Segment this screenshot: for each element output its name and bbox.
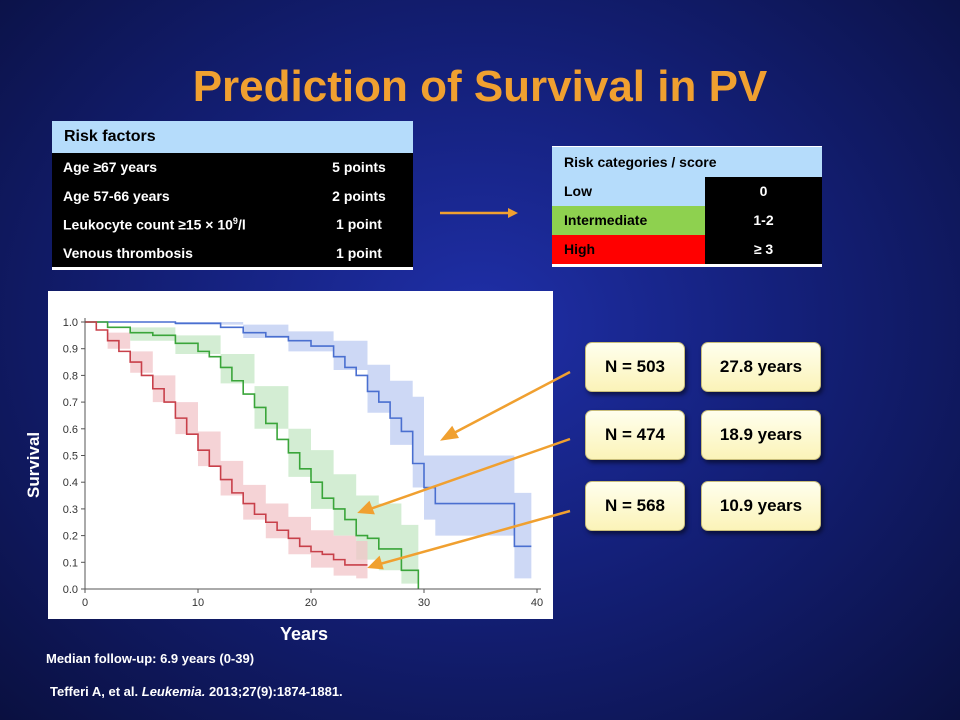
n-box-low: N = 503 bbox=[585, 342, 685, 392]
years-box-intermediate: 18.9 years bbox=[701, 410, 821, 460]
years-box-high: 10.9 years bbox=[701, 481, 821, 531]
y-axis-label-wrap: Survival bbox=[24, 432, 90, 518]
risk-factor-row: Age 57-66 years 2 points bbox=[52, 182, 413, 211]
confidence-band-2 bbox=[85, 322, 368, 579]
risk-categories-table: Risk categories / score Low 0 Intermedia… bbox=[552, 146, 822, 267]
y-axis-label: Survival bbox=[24, 431, 43, 498]
confidence-band-1 bbox=[85, 322, 419, 589]
y-tick-label: 0.2 bbox=[63, 531, 78, 543]
x-tick-label: 30 bbox=[418, 597, 430, 609]
risk-factor-row: Age ≥67 years 5 points bbox=[52, 153, 413, 182]
y-tick-label: 0.3 bbox=[63, 504, 78, 516]
risk-category-score: 1-2 bbox=[705, 206, 822, 235]
n-box-intermediate: N = 474 bbox=[585, 410, 685, 460]
risk-category-row: Intermediate 1-2 bbox=[552, 206, 822, 235]
survival-chart: 0.0 0.1 0.2 0.3 0.4 0.5 0.6 0.7 0.8 0.9 1.0 0 10 20 30… bbox=[48, 291, 553, 619]
risk-category-score: 0 bbox=[705, 177, 822, 206]
y-tick-label: 0.1 bbox=[63, 557, 78, 569]
risk-factor-row: Venous thrombosis 1 point bbox=[52, 239, 413, 268]
citation-authors: Tefferi A, et al. bbox=[50, 684, 142, 699]
survival-line-1 bbox=[85, 321, 420, 589]
risk-factor-label-post: /l bbox=[237, 216, 246, 233]
risk-factor-label: Age ≥67 years bbox=[63, 159, 158, 176]
table-bottom-rule bbox=[552, 264, 822, 267]
x-tick-label: 20 bbox=[305, 597, 317, 609]
risk-category-name: Low bbox=[552, 177, 705, 206]
years-box-low: 27.8 years bbox=[701, 342, 821, 392]
risk-factor-label-sup: 9 bbox=[232, 215, 238, 226]
x-tick-label: 0 bbox=[82, 597, 88, 609]
citation: Tefferi A, et al. Leukemia. 2013;27(9):1… bbox=[50, 684, 343, 699]
survival-chart-svg: 0.0 0.1 0.2 0.3 0.4 0.5 0.6 0.7 0.8 0.9 1.0 0 10 20 30… bbox=[63, 317, 543, 609]
risk-factor-points: 2 points bbox=[332, 187, 386, 204]
y-tick-label: 0.7 bbox=[63, 397, 78, 409]
survival-line-2 bbox=[85, 321, 368, 566]
median-follow-up-note: Median follow-up: 6.9 years (0-39) bbox=[46, 651, 255, 666]
risk-factor-row: Leukocyte count ≥15 × 109/l 1 point bbox=[52, 210, 413, 239]
y-tick-label: 0.5 bbox=[63, 451, 78, 463]
risk-factor-points: 1 point bbox=[336, 216, 382, 233]
slide-title: Prediction of Survival in PV bbox=[192, 62, 768, 111]
y-tick-label: 1.0 bbox=[63, 317, 78, 329]
risk-categories-header: Risk categories / score bbox=[552, 146, 822, 177]
risk-factor-label: Leukocyte count ≥15 × 109/l bbox=[52, 216, 305, 233]
risk-factor-points: 1 point bbox=[336, 244, 382, 261]
risk-factor-points: 5 points bbox=[332, 159, 386, 176]
citation-rest: 2013;27(9):1874-1881. bbox=[205, 684, 343, 699]
risk-category-name: Intermediate bbox=[552, 206, 705, 235]
y-tick-label: 0.0 bbox=[63, 584, 78, 596]
risk-category-name: High bbox=[552, 235, 705, 264]
risk-category-score: ≥ 3 bbox=[705, 235, 822, 264]
risk-category-row: Low 0 bbox=[552, 177, 822, 206]
right-arrow-icon bbox=[440, 208, 518, 218]
x-tick-label: 10 bbox=[192, 597, 204, 609]
risk-factors-header: Risk factors bbox=[52, 121, 413, 153]
table-bottom-rule bbox=[52, 267, 413, 270]
risk-factors-table: Risk factors Age ≥67 years 5 points Age … bbox=[52, 121, 413, 270]
y-tick-label: 0.6 bbox=[63, 424, 78, 436]
y-tick-label: 0.4 bbox=[63, 477, 78, 489]
x-tick-label: 40 bbox=[531, 597, 543, 609]
y-tick-label: 0.9 bbox=[63, 344, 78, 356]
risk-factor-label-pre: Leukocyte count ≥15 × 10 bbox=[63, 216, 233, 233]
citation-journal: Leukemia. bbox=[141, 684, 206, 699]
risk-factor-label: Venous thrombosis bbox=[63, 244, 193, 261]
risk-category-row: High ≥ 3 bbox=[552, 235, 822, 264]
risk-factor-label: Age 57-66 years bbox=[63, 187, 170, 204]
x-axis-label: Years bbox=[280, 624, 329, 644]
n-box-high: N = 568 bbox=[585, 481, 685, 531]
y-tick-label: 0.8 bbox=[63, 370, 78, 382]
